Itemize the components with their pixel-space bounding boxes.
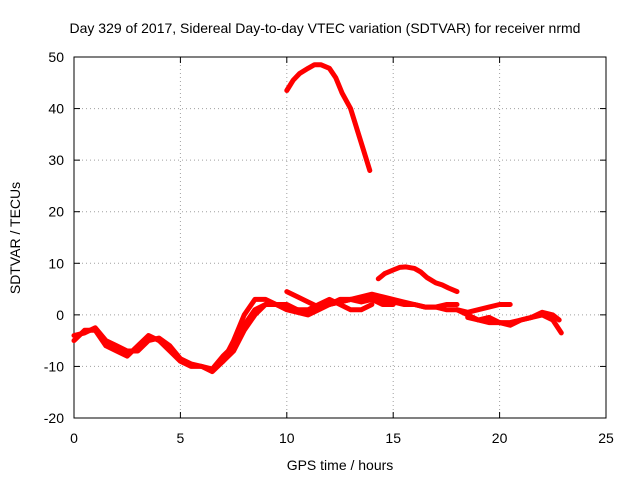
series-line-4: [284, 289, 513, 315]
y-tick-label: 50: [48, 49, 64, 65]
series-line-8: [465, 309, 562, 326]
chart-title: Day 329 of 2017, Sidereal Day-to-day VTE…: [70, 20, 581, 36]
x-tick-label: 0: [70, 430, 78, 446]
x-tick-label: 15: [385, 430, 401, 446]
x-tick-label: 20: [492, 430, 508, 446]
y-tick-label: 10: [48, 255, 64, 271]
x-tick-label: 25: [598, 430, 614, 446]
series-line-5: [284, 62, 373, 173]
series-group: [71, 62, 564, 375]
y-axis-label: SDTVAR / TECUs: [7, 182, 23, 294]
x-tick-label: 10: [279, 430, 295, 446]
x-tick-label: 5: [177, 430, 185, 446]
y-tick-label: 0: [56, 307, 64, 323]
axis-ticks: 0 5 10 15 20 25 -20 -10 0 10 20 30 40 50: [44, 49, 614, 446]
x-axis-label: GPS time / hours: [287, 457, 394, 473]
series-line-6: [375, 264, 460, 295]
y-tick-label: -20: [44, 410, 64, 426]
plot-frame: [73, 56, 607, 419]
y-tick-label: 40: [48, 101, 64, 117]
y-tick-label: 20: [48, 204, 64, 220]
y-tick-label: 30: [48, 152, 64, 168]
grid: [74, 57, 606, 418]
y-tick-label: -10: [44, 358, 64, 374]
